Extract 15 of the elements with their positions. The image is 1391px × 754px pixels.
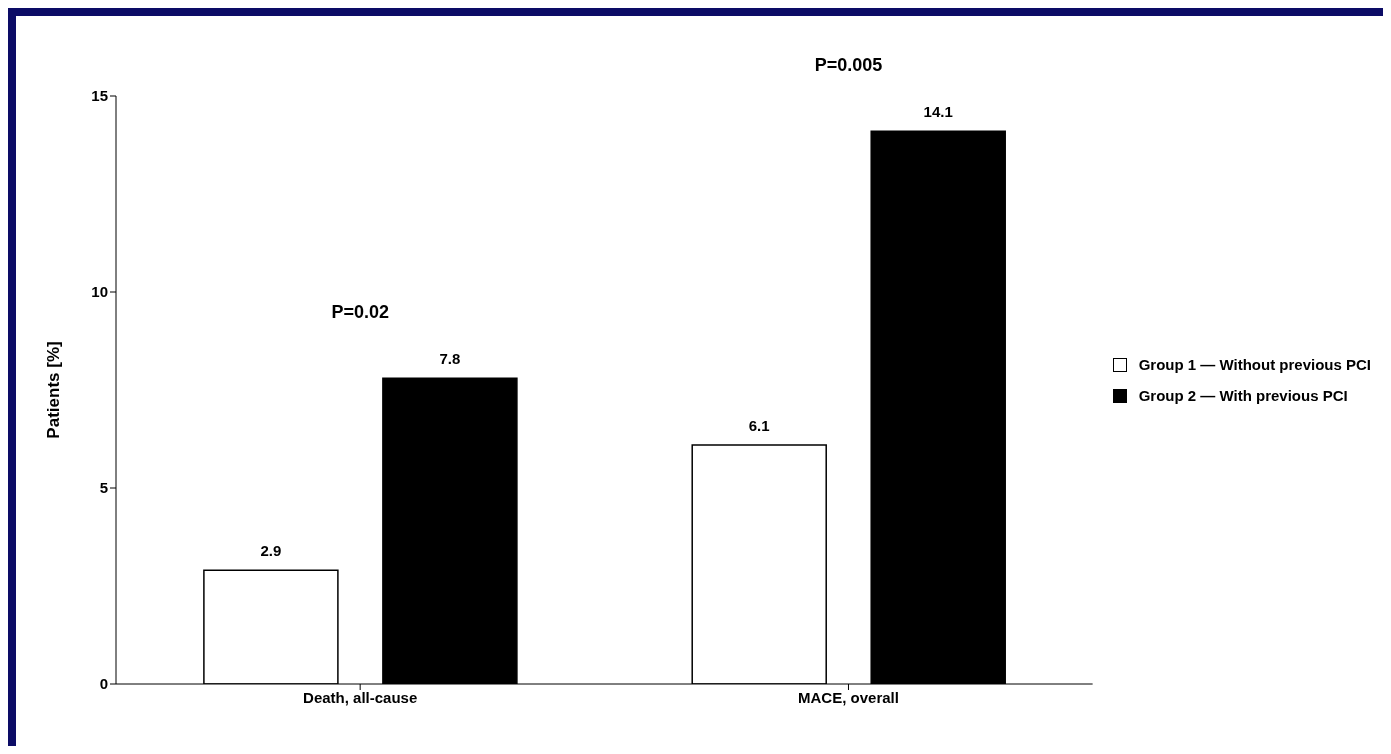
text: P=0.005: [814, 55, 883, 76]
data-label: 6.1: [748, 416, 770, 434]
data-label: 2.9: [260, 542, 282, 560]
y-tick-label: 10: [91, 283, 108, 301]
annotation: P=0.02: [331, 302, 389, 323]
y-axis-title: Patients [%]: [44, 341, 64, 439]
data-label: 7.8: [439, 350, 461, 368]
x-tick-label: Death, all-cause: [303, 688, 418, 706]
data-label: 14.1: [923, 103, 953, 121]
legend-label: Group 1 — Without previous PCI: [1138, 356, 1371, 373]
y-tick-label: 0: [99, 675, 108, 693]
y-tick-label: 15: [91, 87, 108, 105]
y-tick-label: 5: [99, 479, 108, 497]
x-tick-label: MACE, overall: [798, 688, 899, 706]
legend-label: Group 2 — With previous PCI: [1138, 387, 1348, 404]
